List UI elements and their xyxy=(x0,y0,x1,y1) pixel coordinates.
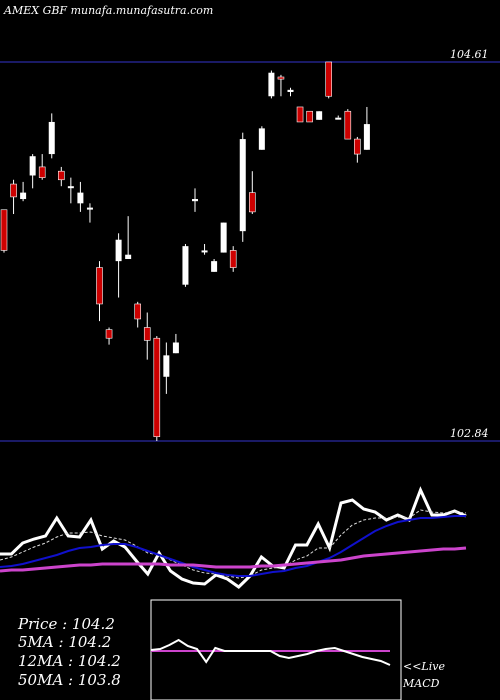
candle-body-up xyxy=(192,199,198,202)
candle-body-down xyxy=(10,183,17,198)
candle-body-down xyxy=(344,110,352,140)
candle-body-down xyxy=(229,250,237,268)
stat-12ma: 12MA : 104.2 xyxy=(18,652,121,670)
stats-block: Price : 104.2 5MA : 104.2 12MA : 104.2 5… xyxy=(17,615,121,689)
candle-body-down xyxy=(134,303,141,320)
candle-body-up xyxy=(20,192,27,200)
candle-body-up xyxy=(201,250,208,253)
candle-body-down xyxy=(57,170,65,181)
candle-body-up xyxy=(363,124,370,150)
candle-body-down xyxy=(143,327,151,341)
candle-body-up xyxy=(77,192,84,204)
ma-series-1 xyxy=(0,509,467,579)
candle-body-up xyxy=(172,342,179,354)
macd-series-0 xyxy=(150,638,391,666)
candle-body-up xyxy=(335,117,342,120)
candle-body-down xyxy=(354,138,361,155)
moving-average-lines xyxy=(0,486,467,589)
candle-body-up xyxy=(316,111,323,120)
indicator-pane xyxy=(0,486,467,589)
high-level-label: 104.61 xyxy=(450,48,489,61)
candle-body-up xyxy=(268,72,275,97)
candle-body-up xyxy=(48,121,55,155)
candle-body-down xyxy=(0,209,8,251)
candle-body-up xyxy=(258,128,265,150)
candle-body-down xyxy=(296,106,304,123)
macd-label: MACD xyxy=(402,677,440,690)
candle-body-up xyxy=(287,89,294,92)
ma-series-2 xyxy=(0,515,466,577)
candle-body-up xyxy=(182,246,189,285)
candle-body-up xyxy=(163,355,170,377)
candle-body-down xyxy=(249,192,256,213)
candle-body-down xyxy=(38,166,46,178)
stat-price: Price : 104.2 xyxy=(17,615,115,633)
price-pane: AMEX GBF munafa.munafasutra.com 104.61 1… xyxy=(0,4,500,442)
stat-5ma: 5MA : 104.2 xyxy=(18,633,111,651)
candle-body-up xyxy=(67,186,74,189)
candle-body-down xyxy=(105,329,113,339)
macd-lines xyxy=(150,638,391,666)
chart-title: AMEX GBF munafa.munafasutra.com xyxy=(3,4,213,17)
candle-body-up xyxy=(239,139,246,232)
candle-body-up xyxy=(220,222,227,253)
candle-body-down xyxy=(306,110,313,123)
candle-body-up xyxy=(86,207,93,210)
candlestick-series xyxy=(0,61,370,441)
macd-pane: <<Live MACD xyxy=(150,599,445,700)
ma-series-0 xyxy=(0,486,467,589)
candle-body-down xyxy=(153,337,161,438)
ma-series-3 xyxy=(0,546,467,573)
stat-50ma: 50MA : 103.8 xyxy=(18,671,121,689)
candle-body-down xyxy=(96,267,103,305)
macd-live-label: <<Live xyxy=(403,660,445,673)
candle-body-up xyxy=(29,156,36,176)
low-level-label: 102.84 xyxy=(450,427,489,440)
candle-body-down xyxy=(277,76,285,80)
candle-body-up xyxy=(211,261,218,272)
candle-body-up xyxy=(115,239,122,262)
candle-body-down xyxy=(325,61,333,97)
candle-body-up xyxy=(125,254,132,259)
